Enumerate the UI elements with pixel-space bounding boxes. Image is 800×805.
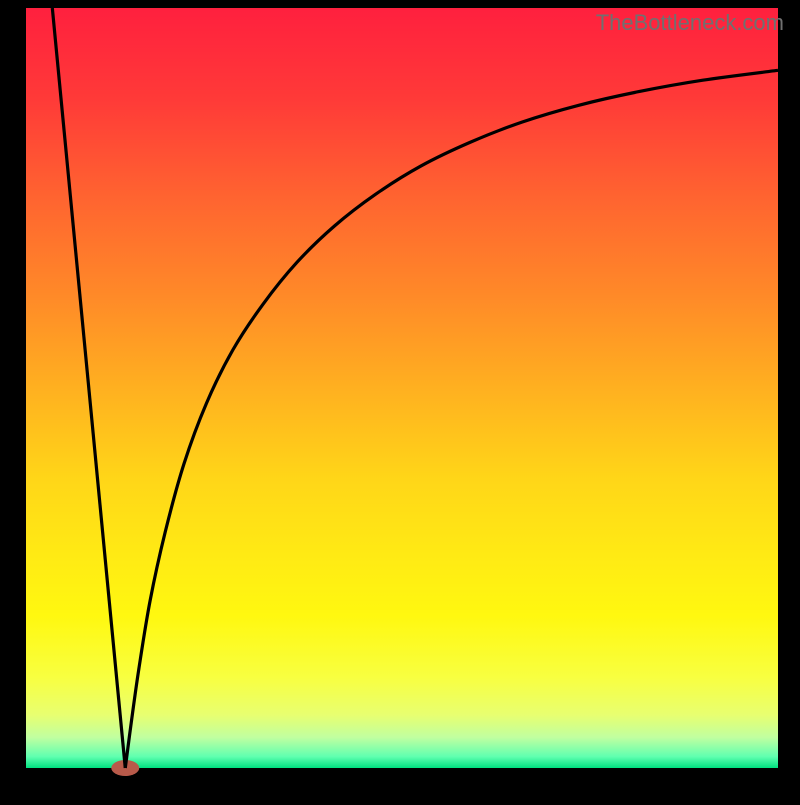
- attribution-text: TheBottleneck.com: [596, 10, 784, 36]
- plot-svg: [0, 0, 800, 800]
- plot-background: [26, 8, 778, 768]
- chart-container: TheBottleneck.com: [0, 0, 800, 800]
